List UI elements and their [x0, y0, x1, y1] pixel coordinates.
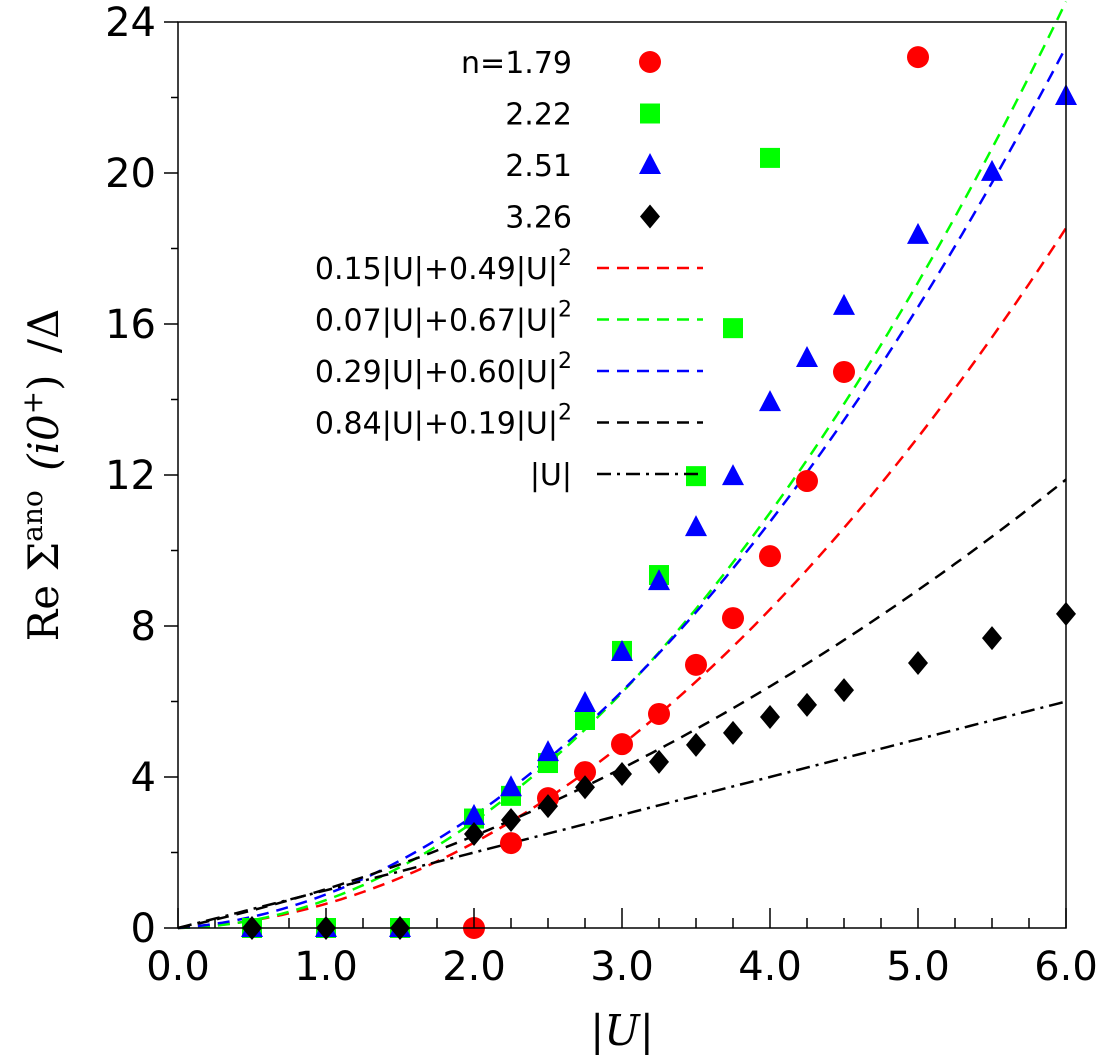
point-s2-5	[537, 740, 559, 762]
point-s3-14	[908, 650, 928, 675]
point-s2-12	[796, 345, 818, 367]
point-s3-3	[464, 822, 484, 847]
legend-fit-main: 0.07|U|+0.67|U|	[315, 304, 558, 339]
fit-curve-0	[177, 227, 1068, 930]
legend-label-2: 2.51	[505, 149, 572, 184]
point-s3-7	[612, 761, 632, 786]
x-tick-label: 6.0	[1034, 944, 1098, 990]
point-s2-11	[759, 390, 781, 412]
point-s0-9	[796, 470, 818, 493]
legend-fit-label-1: 0.07|U|+0.67|U|2	[315, 298, 572, 339]
point-s3-15	[982, 626, 1002, 651]
svg-text:Re Σano (i0+): Re Σano (i0+) /Δ	[3, 309, 68, 642]
point-s2-14	[907, 222, 929, 244]
y-tick-label: 12	[105, 453, 156, 499]
fit-curve-4	[177, 700, 1067, 930]
point-s0-10	[833, 360, 855, 383]
point-s2-3	[463, 803, 485, 825]
point-s3-12	[797, 692, 817, 717]
point-s1-6	[575, 709, 595, 730]
y-tick-label: 0	[131, 906, 156, 952]
y-label-close: )	[19, 374, 68, 390]
legend-fit-main: 0.15|U|+0.49|U|	[315, 252, 558, 287]
point-s0-7	[722, 607, 744, 630]
fit-curve-1	[177, 1, 1068, 930]
legend-fit-label-0: 0.15|U|+0.49|U|2	[315, 246, 572, 287]
x-tick-label: 4.0	[738, 944, 802, 990]
legend-fit-label-3: 0.84|U|+0.19|U|2	[315, 401, 572, 442]
y-axis-label: Re Σano (i0+) /Δ	[3, 309, 68, 642]
point-s3-5	[538, 794, 558, 819]
point-s3-4	[501, 808, 521, 833]
y-tick-label: 20	[105, 151, 156, 197]
point-s2-4	[500, 775, 522, 797]
point-s2-10	[722, 464, 744, 486]
x-axis-label: |U|	[590, 1006, 654, 1055]
y-label-div: /Δ	[19, 309, 68, 353]
point-s1-9	[686, 466, 706, 487]
point-s3-10	[723, 720, 743, 745]
point-s0-8	[759, 545, 781, 568]
legend-fit-sup: 2	[558, 401, 572, 426]
fit-curve-2	[177, 46, 1068, 930]
y-label-arg: (i0	[19, 414, 68, 471]
fit-curves	[177, 1, 1068, 930]
legend-fit-main: |U|	[530, 458, 572, 493]
point-s0-4	[611, 733, 633, 756]
y-tick-label: 4	[131, 755, 156, 801]
point-s2-6	[574, 691, 596, 713]
x-tick-label: 2.0	[442, 944, 506, 990]
y-label-sigma: Σ	[19, 542, 68, 572]
y-tick-label: 16	[105, 302, 156, 348]
plot-frame	[177, 21, 1067, 929]
legend-marker-3	[640, 204, 660, 229]
point-s2-15	[981, 159, 1003, 181]
point-s3-13	[834, 678, 854, 703]
x-tick-label: 3.0	[590, 944, 654, 990]
legend-fit-label-2: 0.29|U|+0.60|U|2	[315, 349, 572, 390]
point-s0-3	[574, 761, 596, 784]
y-tick-label: 24	[105, 0, 156, 46]
point-s1-10	[723, 318, 743, 339]
fit-curve-3	[177, 478, 1067, 930]
x-tick-label: 5.0	[886, 944, 950, 990]
y-tick-label: 8	[131, 604, 156, 650]
point-s2-7	[611, 640, 633, 662]
legend-fit-main: 0.29|U|+0.60|U|	[315, 355, 558, 390]
data-points	[241, 46, 1077, 940]
point-s3-6	[575, 775, 595, 800]
point-s3-11	[760, 704, 780, 729]
point-s3-8	[649, 749, 669, 774]
point-s2-13	[833, 293, 855, 315]
ticks: 0.0 1.0 2.0 3.0 4.0 5.0 6.0 0 4 8 12 16 20 24	[105, 0, 1098, 990]
legend-label-0: n=1.79	[461, 46, 572, 81]
legend-label-1: 2.22	[505, 98, 572, 133]
y-label-re: Re	[19, 585, 68, 641]
legend-label-3: 3.26	[505, 201, 572, 236]
legend: n=1.792.222.513.260.15|U|+0.49|U|20.07|U…	[315, 46, 703, 493]
point-s3-9	[686, 732, 706, 757]
legend-marker-1	[640, 103, 660, 124]
point-s0-6	[685, 653, 707, 676]
point-s2-9	[685, 515, 707, 537]
point-s0-1	[500, 832, 522, 855]
legend-fit-label-4: |U|	[530, 458, 572, 493]
legend-fit-sup: 2	[558, 349, 572, 374]
point-s2-8	[648, 569, 670, 591]
y-label-argsup: +	[16, 391, 49, 414]
legend-fit-sup: 2	[558, 246, 572, 271]
point-s0-11	[907, 46, 929, 69]
x-tick-label: 0.0	[146, 944, 210, 990]
legend-marker-2	[639, 153, 661, 174]
legend-marker-0	[639, 51, 661, 73]
point-s0-5	[648, 702, 670, 725]
point-s1-11	[760, 147, 780, 168]
x-tick-label: 1.0	[294, 944, 358, 990]
y-label-sup: ano	[16, 490, 49, 542]
legend-fit-sup: 2	[558, 298, 572, 323]
legend-fit-main: 0.84|U|+0.19|U|	[315, 407, 558, 442]
